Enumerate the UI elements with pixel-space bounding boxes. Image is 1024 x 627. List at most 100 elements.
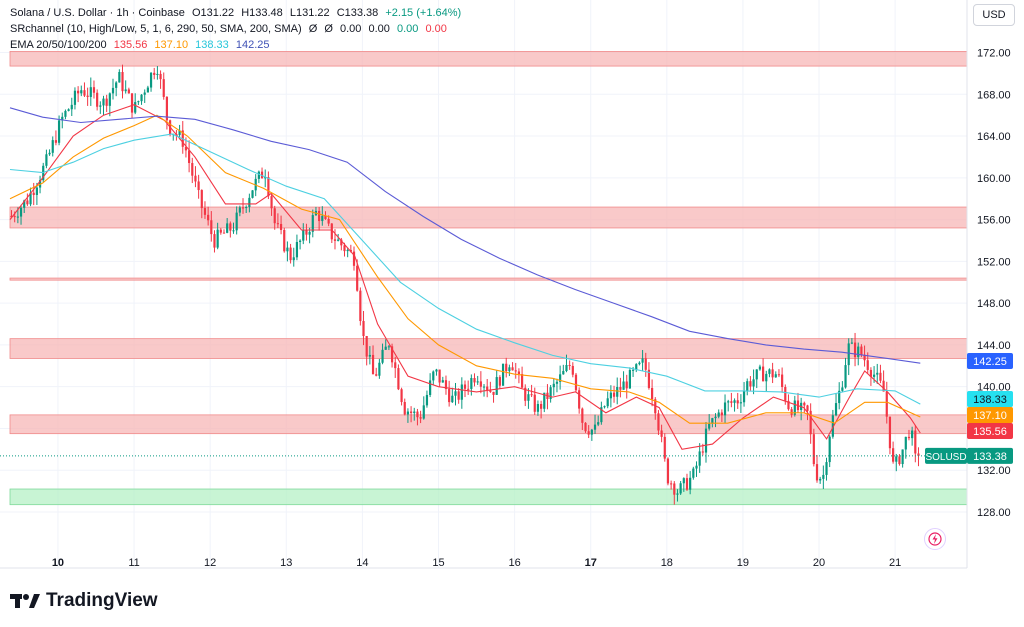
candle-body xyxy=(400,389,403,403)
candle-body xyxy=(473,378,476,383)
x-tick-label: 11 xyxy=(128,557,139,569)
candle-body xyxy=(318,210,321,222)
candle-body xyxy=(673,483,676,495)
candle-body xyxy=(365,336,368,357)
candle-body xyxy=(727,401,730,403)
legend-srchannel-row[interactable]: SRchannel (10, High/Low, 5, 1, 6, 290, 5… xyxy=(10,23,451,35)
candle-body xyxy=(533,394,536,412)
candle-body xyxy=(600,407,603,423)
candle-body xyxy=(568,364,571,366)
candle-body xyxy=(286,247,289,252)
srchannel-title[interactable]: SRchannel (10, High/Low, 5, 1, 6, 290, 5… xyxy=(10,23,302,35)
candle-body xyxy=(83,90,86,96)
candle-body xyxy=(454,391,457,396)
candle-body xyxy=(603,406,606,408)
candle-body xyxy=(476,381,479,383)
tradingview-logo-icon xyxy=(10,594,40,608)
candle-body xyxy=(86,95,89,97)
ema100-price-tag: 138.33 xyxy=(973,394,1007,406)
candle-body xyxy=(238,207,241,213)
candle-body xyxy=(371,354,375,375)
candle-body xyxy=(904,436,907,450)
candle-body xyxy=(536,403,540,412)
candle-body xyxy=(768,369,771,374)
candle-body xyxy=(739,402,742,404)
candle-body xyxy=(888,416,892,449)
candle-body xyxy=(907,436,911,439)
legend-symbol-row[interactable]: Solana / U.S. Dollar · 1h · Coinbase O13… xyxy=(10,7,465,19)
candle-body xyxy=(831,415,834,437)
candle-body xyxy=(127,89,130,94)
x-tick-label: 12 xyxy=(204,557,216,569)
candle-body xyxy=(882,380,885,392)
candle-body xyxy=(337,239,340,241)
candle-body xyxy=(631,369,635,371)
ema50-price-tag: 137.10 xyxy=(973,410,1007,422)
candle-body xyxy=(682,478,685,484)
y-tick-label: 140.00 xyxy=(977,382,1011,394)
candle-body xyxy=(581,408,584,423)
ema-title[interactable]: EMA 20/50/100/200 xyxy=(10,39,107,51)
y-axis[interactable]: 128.00132.00136.00140.00144.00148.00152.… xyxy=(977,48,1011,520)
candle-body xyxy=(565,364,568,372)
candle-body xyxy=(324,215,327,219)
candle-body xyxy=(409,411,413,413)
change-value: +2.15 (+1.64%) xyxy=(385,7,462,19)
candle-body xyxy=(279,223,283,230)
candle-body xyxy=(749,381,752,387)
symbol-title[interactable]: Solana / U.S. Dollar · 1h · Coinbase xyxy=(10,7,185,19)
candle-body xyxy=(159,73,162,80)
candle-body xyxy=(327,218,330,224)
candle-body xyxy=(714,416,717,419)
candle-body xyxy=(413,411,416,413)
currency-button[interactable]: USD xyxy=(973,4,1015,26)
candle-body xyxy=(308,231,311,235)
candle-body xyxy=(19,207,23,217)
candle-body xyxy=(787,400,790,410)
candle-body xyxy=(638,362,641,365)
candle-body xyxy=(200,190,203,209)
candle-body xyxy=(298,240,302,242)
ema50-price-tag-bg xyxy=(967,407,1013,423)
candle-body xyxy=(540,403,543,409)
candle-body xyxy=(489,390,492,392)
x-axis[interactable]: 10 11 12 13 14 15 16 17 18 19 20 21 xyxy=(52,557,901,569)
candle-body xyxy=(226,223,229,233)
candle-body xyxy=(397,368,400,390)
candle-body xyxy=(29,192,32,205)
candle-body xyxy=(346,249,349,252)
candle-body xyxy=(178,130,181,135)
candle-body xyxy=(422,405,425,419)
candle-body xyxy=(105,98,108,106)
candle-body xyxy=(917,453,920,456)
candle-body xyxy=(755,369,758,380)
candle-body xyxy=(45,154,48,166)
candle-body xyxy=(593,424,597,430)
ema100-value: 138.33 xyxy=(195,39,229,51)
candle-body xyxy=(118,72,121,83)
candle-body xyxy=(194,175,197,182)
candle-body xyxy=(289,247,292,261)
candle-body xyxy=(482,386,486,388)
candle-body xyxy=(616,386,619,397)
candle-body xyxy=(188,150,191,164)
legend-ema-row[interactable]: EMA 20/50/100/200 135.56 137.10 138.33 1… xyxy=(10,39,274,51)
candle-body xyxy=(657,413,660,431)
candle-body xyxy=(838,390,841,404)
candle-body xyxy=(651,387,654,400)
candle-body xyxy=(730,401,733,403)
candle-body xyxy=(451,395,454,403)
candle-body xyxy=(429,380,432,395)
candle-body xyxy=(635,364,638,370)
ema-line-ema200 xyxy=(9,107,921,364)
candle-body xyxy=(73,90,77,105)
tradingview-logo[interactable]: TradingView xyxy=(10,590,158,612)
flash-icon[interactable] xyxy=(924,528,946,550)
candle-body xyxy=(822,474,825,479)
candle-body xyxy=(368,354,371,357)
candle-body xyxy=(911,430,914,439)
candle-body xyxy=(809,410,812,435)
candle-body xyxy=(184,146,188,151)
